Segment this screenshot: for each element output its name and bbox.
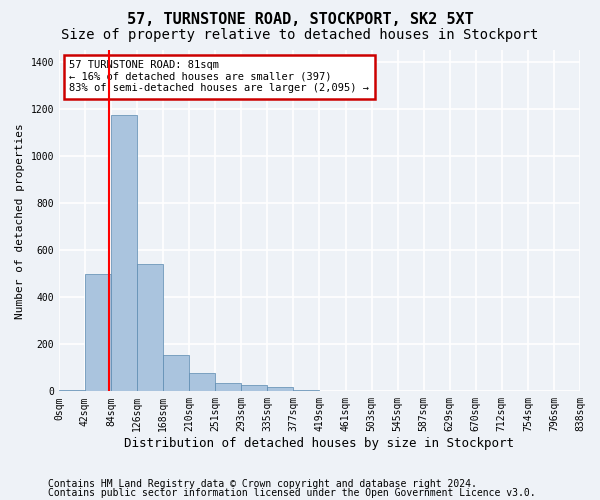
Text: 57 TURNSTONE ROAD: 81sqm
← 16% of detached houses are smaller (397)
83% of semi-: 57 TURNSTONE ROAD: 81sqm ← 16% of detach… <box>70 60 370 94</box>
Text: Size of property relative to detached houses in Stockport: Size of property relative to detached ho… <box>61 28 539 42</box>
Bar <box>59 390 85 392</box>
Y-axis label: Number of detached properties: Number of detached properties <box>15 123 25 318</box>
Text: 57, TURNSTONE ROAD, STOCKPORT, SK2 5XT: 57, TURNSTONE ROAD, STOCKPORT, SK2 5XT <box>127 12 473 28</box>
Bar <box>137 264 163 392</box>
Bar <box>215 383 241 392</box>
Bar <box>111 114 137 392</box>
X-axis label: Distribution of detached houses by size in Stockport: Distribution of detached houses by size … <box>124 437 514 450</box>
Bar <box>85 274 111 392</box>
Bar <box>293 390 319 392</box>
Bar <box>189 372 215 392</box>
Bar <box>163 355 189 392</box>
Bar <box>241 386 268 392</box>
Text: Contains public sector information licensed under the Open Government Licence v3: Contains public sector information licen… <box>48 488 536 498</box>
Text: Contains HM Land Registry data © Crown copyright and database right 2024.: Contains HM Land Registry data © Crown c… <box>48 479 477 489</box>
Bar <box>268 386 293 392</box>
